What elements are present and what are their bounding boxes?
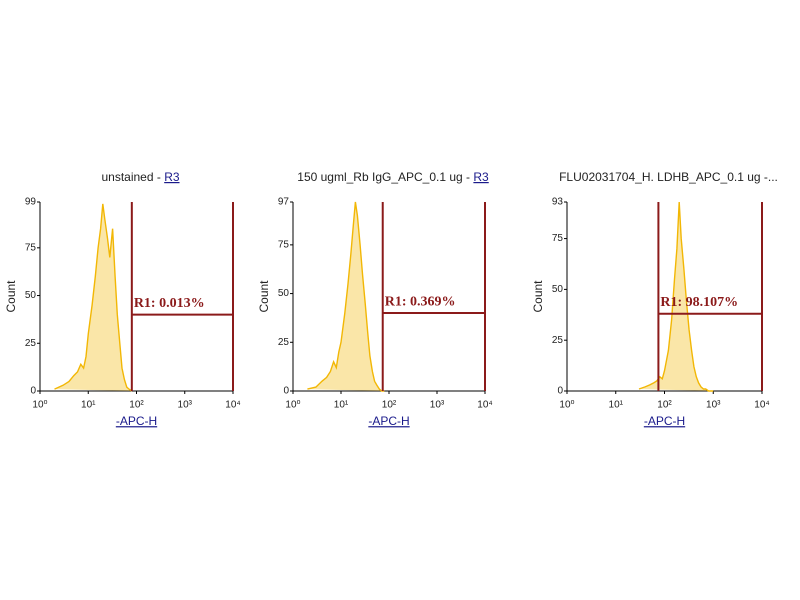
y-tick-label: 75 xyxy=(25,242,37,253)
y-tick-label: 75 xyxy=(278,240,290,251)
y-tick-label: 0 xyxy=(30,386,36,397)
x-tick-label: 10¹ xyxy=(334,400,349,411)
x-axis-label: -APC-H xyxy=(116,414,157,428)
gate-label: R1: 0.013% xyxy=(134,296,205,311)
panel-title: FLU02031704_H. LDHB_APC_0.1 ug -... xyxy=(559,170,778,184)
x-tick-label: 10³ xyxy=(706,400,721,411)
y-axis-label: Count xyxy=(257,280,271,313)
title-text: unstained - xyxy=(101,170,160,184)
histogram xyxy=(638,201,714,392)
x-tick-label: 10⁰ xyxy=(285,400,300,411)
x-axis-label: -APC-H xyxy=(368,414,409,428)
y-tick-label: 50 xyxy=(25,290,37,301)
x-tick-label: 10² xyxy=(382,400,397,411)
histogram xyxy=(54,203,133,392)
y-tick-label: 97 xyxy=(278,197,290,208)
y-tick-label: 75 xyxy=(552,233,564,244)
y-tick-label: 50 xyxy=(552,284,564,295)
panel-title: unstained - R3 xyxy=(101,170,179,184)
histogram xyxy=(307,201,385,392)
y-tick-label: 25 xyxy=(25,338,37,349)
x-tick-label: 10⁴ xyxy=(225,400,240,411)
x-tick-label: 10⁴ xyxy=(477,400,492,411)
y-tick-label: 50 xyxy=(278,288,290,299)
x-tick-label: 10³ xyxy=(178,400,193,411)
title-text: 150 ugml_Rb IgG_APC_0.1 ug - xyxy=(297,170,470,184)
y-tick-label: 25 xyxy=(552,335,564,346)
x-tick-label: 10¹ xyxy=(81,400,96,411)
title-link: R3 xyxy=(473,170,489,184)
y-tick-label: 99 xyxy=(25,197,37,208)
y-tick-label: 25 xyxy=(278,337,290,348)
histogram-panel: FLU02031704_H. LDHB_APC_0.1 ug -... 0 25 50… xyxy=(531,170,778,428)
y-tick-label: 0 xyxy=(283,386,289,397)
histogram-panel: 150 ugml_Rb IgG_APC_0.1 ug - R3 0 25 50 75 97… xyxy=(257,170,493,428)
x-tick-label: 10⁴ xyxy=(754,400,769,411)
y-tick-label: 0 xyxy=(557,386,563,397)
x-tick-label: 10⁰ xyxy=(32,400,47,411)
gate-label: R1: 98.107% xyxy=(660,295,738,310)
gate-label: R1: 0.369% xyxy=(385,294,456,309)
title-text: FLU02031704_H. LDHB_APC_0.1 ug -... xyxy=(559,170,778,184)
x-tick-label: 10² xyxy=(129,400,144,411)
title-link: R3 xyxy=(164,170,180,184)
histogram-panel: unstained - R3 0 25 50 75 99 10⁰ 10¹ 10² 10³ 10⁴ -A… xyxy=(4,170,241,428)
panel-title: 150 ugml_Rb IgG_APC_0.1 ug - R3 xyxy=(297,170,489,184)
x-tick-label: 10² xyxy=(657,400,672,411)
x-tick-label: 10³ xyxy=(430,400,445,411)
y-axis-label: Count xyxy=(531,280,545,313)
y-axis-label: Count xyxy=(4,280,18,313)
x-axis-label: -APC-H xyxy=(644,414,685,428)
x-tick-label: 10⁰ xyxy=(559,400,574,411)
y-tick-label: 93 xyxy=(552,197,564,208)
x-tick-label: 10¹ xyxy=(609,400,624,411)
